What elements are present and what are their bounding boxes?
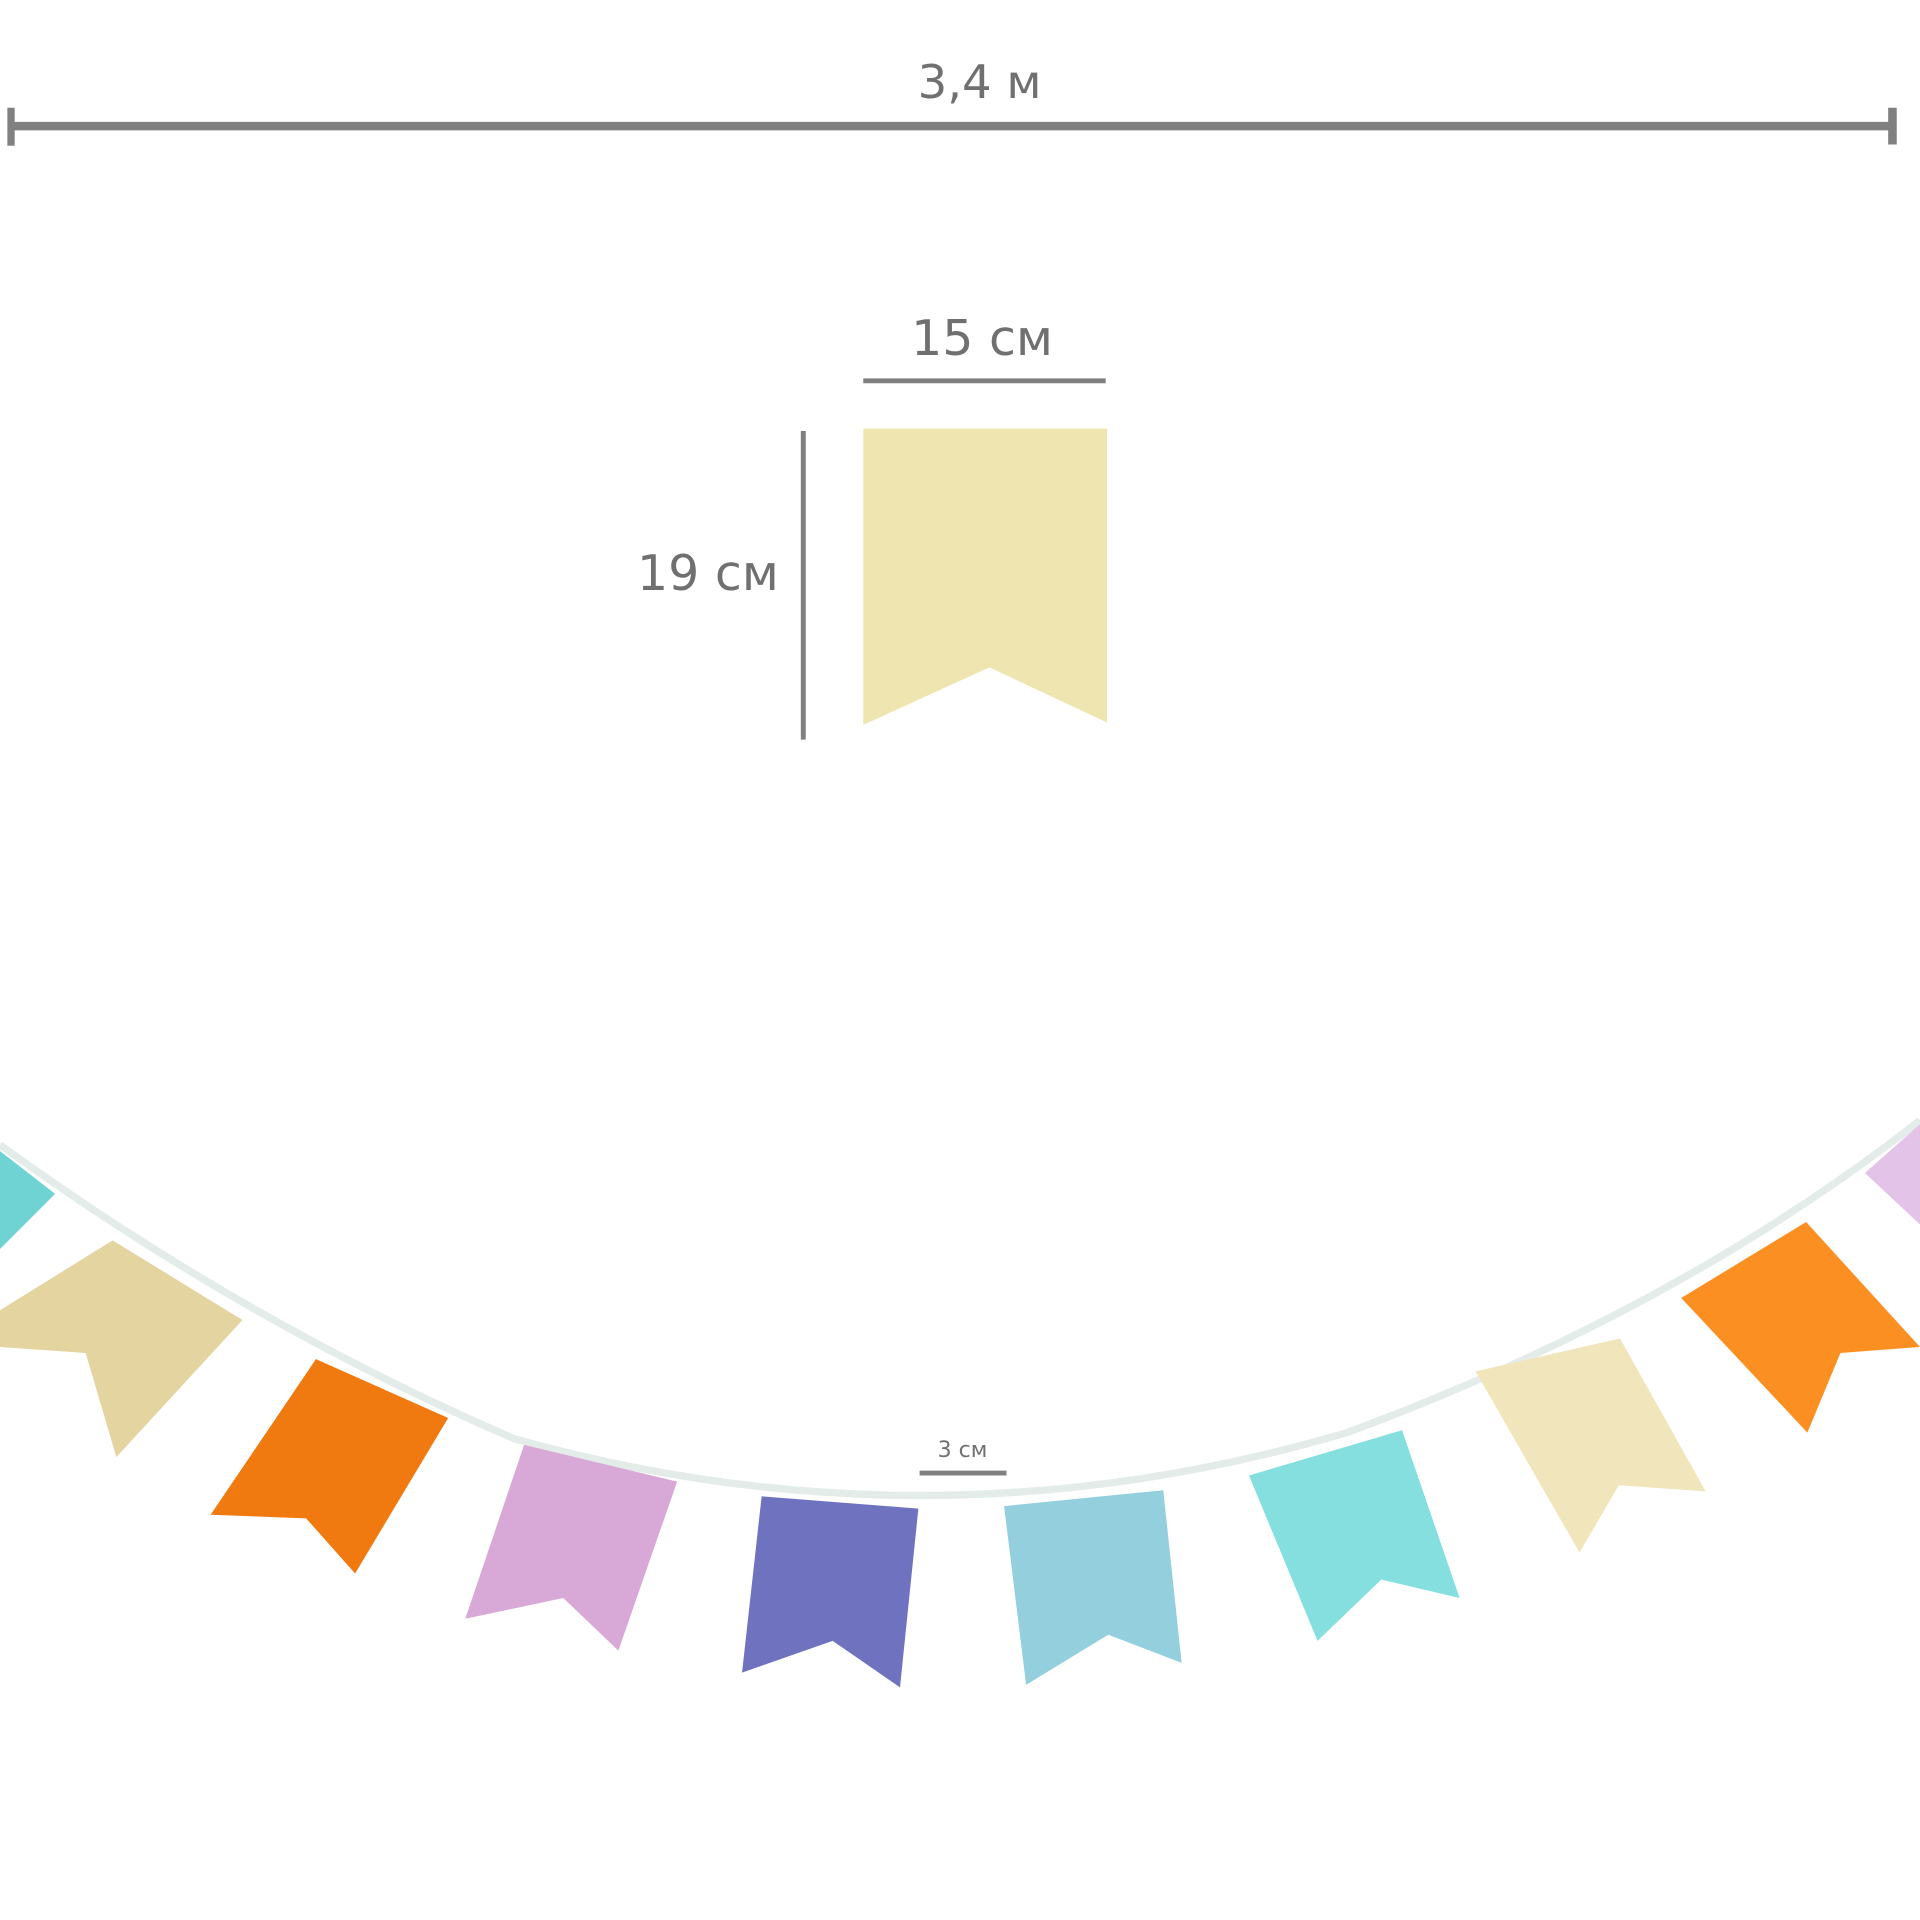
- flag: [0, 1151, 56, 1249]
- length-line-left-cap: [7, 107, 15, 146]
- flag: [742, 1496, 919, 1688]
- flag-size-dimensions: 15 см 19 см: [637, 310, 1107, 740]
- flag-height-label: 19 см: [637, 545, 779, 602]
- flag: [1475, 1338, 1706, 1553]
- flag: [1864, 1124, 1920, 1225]
- flag: [0, 1240, 243, 1458]
- flag-width-label: 15 см: [911, 310, 1053, 367]
- flag: [1004, 1490, 1182, 1685]
- length-line-right-cap: [1888, 107, 1897, 145]
- flag: [465, 1444, 678, 1651]
- flag-spacing-dimension: 3 см: [919, 1438, 1007, 1476]
- flag-spacing-label: 3 см: [938, 1438, 988, 1463]
- sample-flag: [863, 428, 1107, 725]
- total-length-label: 3,4 м: [918, 55, 1042, 109]
- garland-string: [0, 1117, 1920, 1500]
- flag: [1248, 1430, 1460, 1641]
- flag: [210, 1359, 449, 1574]
- total-length-dimension: 3,4 м: [7, 55, 1897, 146]
- garland-flags: [0, 1124, 1920, 1688]
- flag: [1681, 1222, 1920, 1433]
